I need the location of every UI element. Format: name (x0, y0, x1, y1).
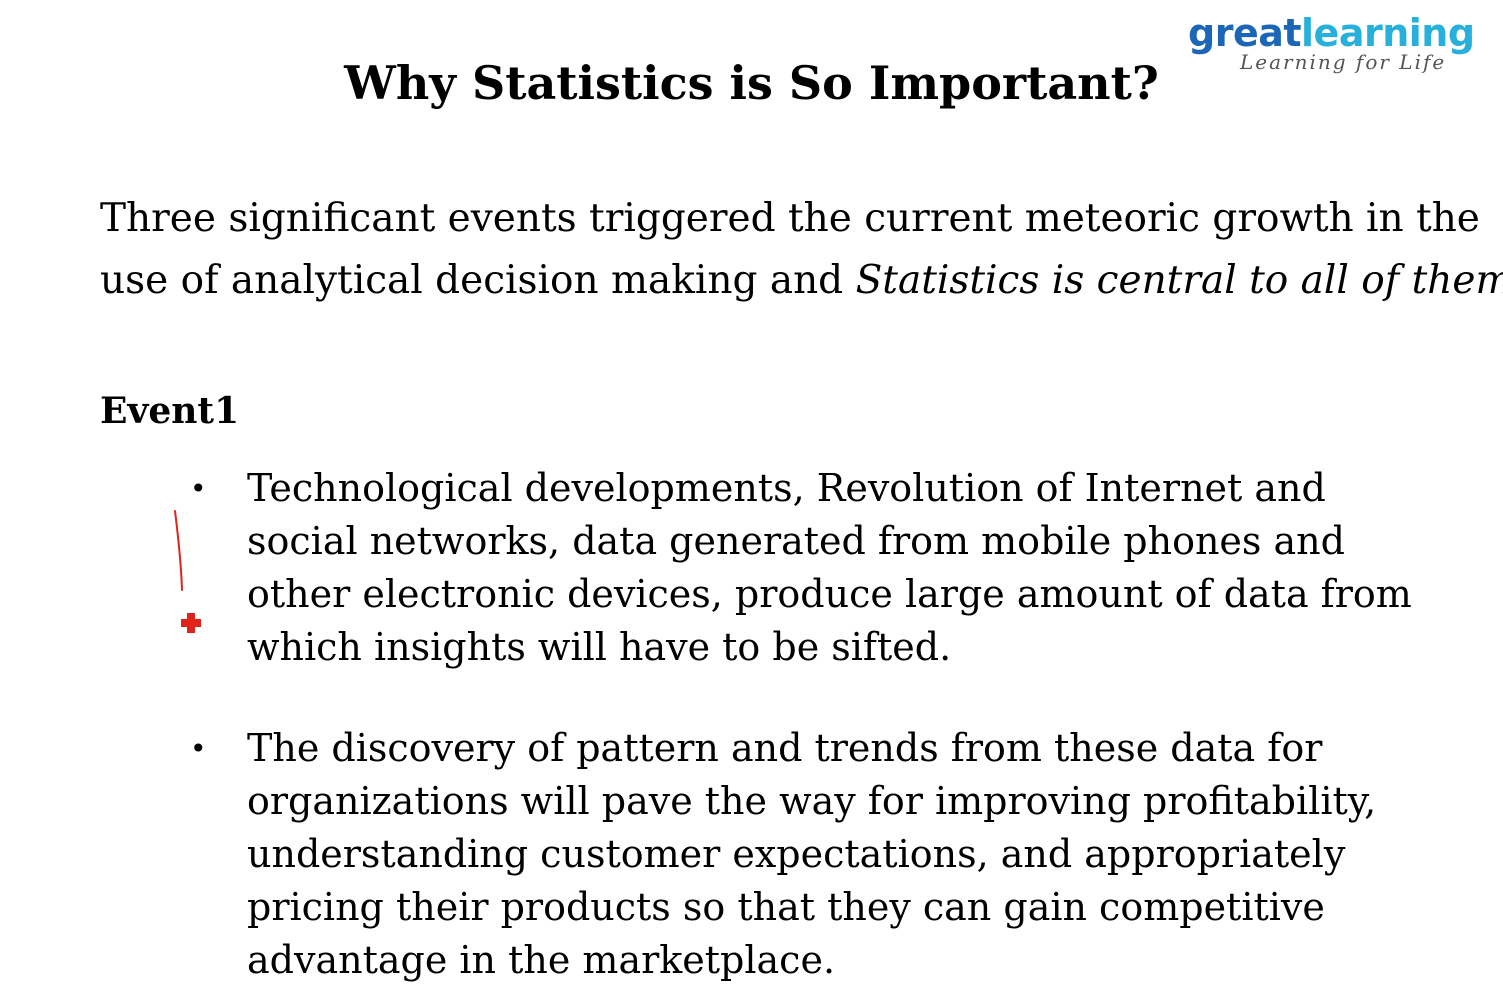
logo-tagline: Learning for Life (1240, 50, 1447, 74)
bullet-text: The discovery of pattern and trends from… (247, 726, 1377, 982)
logo-brand-great: great (1188, 11, 1302, 55)
intro-line-1: Three significant events triggered the c… (100, 196, 1480, 241)
bullet-text: Technological developments, Revolution o… (247, 466, 1412, 669)
bullet-dot-icon: • (190, 732, 207, 765)
event-heading: Event1 (100, 390, 240, 432)
pen-stroke-mark (174, 510, 183, 591)
bullet-dot-icon: • (190, 472, 207, 505)
intro-line-2-italic: Statistics is central to all of them. (855, 258, 1503, 303)
greatlearning-logo: greatlearning Learning for Life (1188, 10, 1496, 76)
logo-brand: greatlearning (1188, 10, 1475, 56)
pen-annotation (174, 510, 201, 633)
logo-brand-learning: learning (1301, 11, 1475, 55)
slide-title: Why Statistics is So Important? (344, 56, 1159, 110)
red-cross-cursor-icon (181, 613, 201, 633)
intro-paragraph: Three significant events triggered the c… (100, 188, 1503, 312)
intro-line-2-plain: use of analytical decision making and (100, 258, 856, 303)
